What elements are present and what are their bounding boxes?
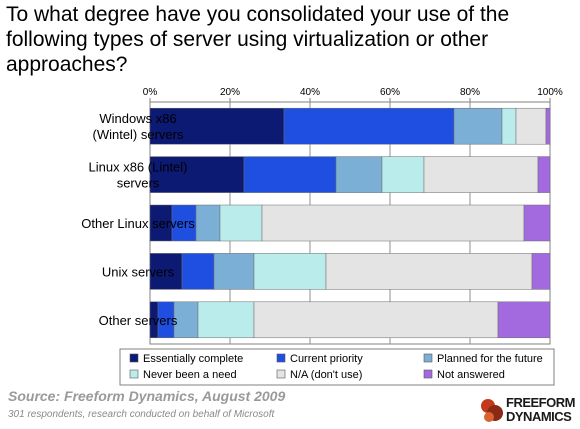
legend-swatch xyxy=(423,369,433,379)
legend-label: Essentially complete xyxy=(143,353,243,365)
x-axis: 0% 20% 40% 60% 80% 100% xyxy=(143,87,563,103)
bar-segment xyxy=(195,204,221,242)
bar-segment xyxy=(545,107,551,145)
legend: Essentially complete Current priority Plan… xyxy=(119,348,555,386)
legend-label: Never been a need xyxy=(143,369,237,381)
bar-segment xyxy=(253,301,499,339)
x-tick-label: 60% xyxy=(380,87,400,98)
chart-title: To what degree have you consolidated you… xyxy=(6,3,510,76)
bar-segment xyxy=(531,253,551,290)
legend-swatch xyxy=(276,369,286,379)
category-label: Other Linux servers xyxy=(81,216,195,231)
bar-segment xyxy=(423,156,539,193)
legend-swatch xyxy=(129,353,139,363)
category-label: Unix servers xyxy=(102,264,175,279)
source-text: Source: Freeform Dynamics, August 2009 xyxy=(8,388,286,404)
bar-segment xyxy=(501,107,517,145)
legend-label: N/A (don't use) xyxy=(290,369,362,381)
legend-label: Not answered xyxy=(437,369,505,381)
x-tick-label: 0% xyxy=(143,87,158,98)
legend-swatch xyxy=(423,353,433,363)
legend-swatch xyxy=(129,369,139,379)
bar-segment xyxy=(171,204,197,242)
category-label: Linux x86 (Lintel) servers xyxy=(89,160,188,191)
bar-segment xyxy=(243,156,337,193)
bar-segment xyxy=(515,107,547,145)
bar-segment xyxy=(197,301,255,339)
bar-segment xyxy=(537,156,551,193)
bars xyxy=(149,107,551,339)
legend-label: Planned for the future xyxy=(437,353,543,365)
bar-segment xyxy=(497,301,551,339)
bar-segment xyxy=(181,253,215,290)
bar-segment xyxy=(149,107,285,145)
bar-segment xyxy=(325,253,533,290)
x-tick-label: 40% xyxy=(300,87,320,98)
logo-line2: DYNAMICS xyxy=(506,409,572,424)
bar-segment xyxy=(149,156,245,193)
respondents-note: 301 respondents, research conducted on b… xyxy=(8,409,275,420)
legend-swatch xyxy=(276,353,286,363)
bar-segment xyxy=(149,253,183,290)
legend-box xyxy=(119,348,555,386)
bar-segment xyxy=(381,156,425,193)
legend-label: Current priority xyxy=(290,353,363,365)
bar-segment xyxy=(523,204,551,242)
category-label: Windows x86 (Wintel) servers xyxy=(92,111,184,142)
category-label: Other servers xyxy=(99,313,178,328)
bar-segment xyxy=(173,301,199,339)
category-labels: Windows x86 (Wintel) servers Linux x86 (Li… xyxy=(81,111,195,328)
bar-segment xyxy=(261,204,525,242)
bar-segment xyxy=(213,253,255,290)
bar-segment xyxy=(253,253,327,290)
bar-segment xyxy=(219,204,263,242)
freeform-dynamics-logo: FREEFORM DYNAMICS xyxy=(478,394,578,426)
x-tick-label: 100% xyxy=(537,87,563,98)
bar-segment xyxy=(283,107,455,145)
logo-line1: FREEFORM xyxy=(506,395,575,410)
bar-segment xyxy=(335,156,383,193)
bar-segment xyxy=(453,107,503,145)
logo-mark-icon xyxy=(481,399,503,422)
x-tick-label: 80% xyxy=(460,87,480,98)
x-tick-label: 20% xyxy=(220,87,240,98)
